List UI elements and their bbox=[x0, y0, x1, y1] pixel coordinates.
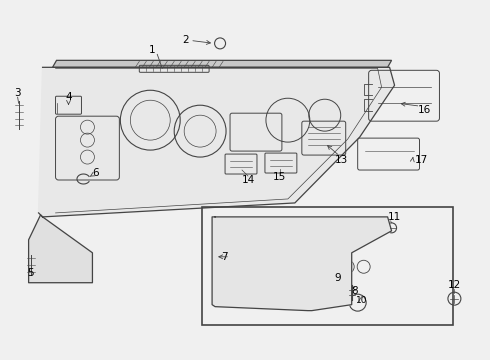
Text: 17: 17 bbox=[415, 155, 428, 165]
Polygon shape bbox=[28, 215, 93, 283]
Text: 8: 8 bbox=[351, 286, 358, 296]
Text: 16: 16 bbox=[418, 105, 431, 115]
Text: 9: 9 bbox=[334, 273, 341, 283]
Text: 10: 10 bbox=[356, 296, 368, 305]
Polygon shape bbox=[52, 60, 392, 67]
Text: 3: 3 bbox=[14, 88, 21, 98]
Text: 2: 2 bbox=[182, 35, 189, 45]
Text: 1: 1 bbox=[149, 45, 156, 55]
Text: 15: 15 bbox=[273, 172, 287, 182]
Polygon shape bbox=[212, 217, 392, 311]
Text: 5: 5 bbox=[27, 268, 34, 278]
Polygon shape bbox=[39, 67, 394, 217]
Text: 12: 12 bbox=[448, 280, 461, 290]
Text: 4: 4 bbox=[65, 92, 72, 102]
Text: 14: 14 bbox=[242, 175, 255, 185]
Text: 7: 7 bbox=[221, 252, 228, 262]
Text: 13: 13 bbox=[335, 155, 348, 165]
Text: 6: 6 bbox=[92, 168, 99, 178]
Text: 11: 11 bbox=[388, 212, 401, 222]
